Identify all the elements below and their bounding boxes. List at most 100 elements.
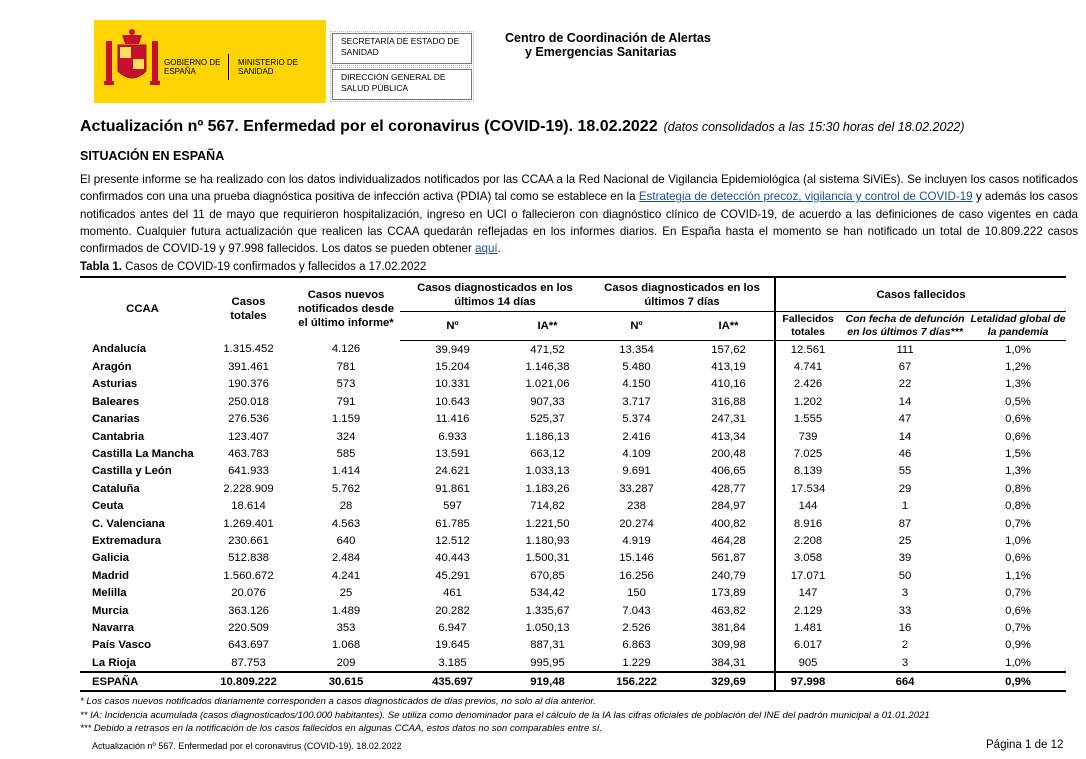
cell: 17.071	[774, 567, 841, 585]
table-body: Andalucía 1.315.452 4.126 39.949 471,52 13.35…	[80, 340, 1067, 693]
table-row: Baleares 250.018 791 10.643 907,33 3.717 316,8…	[80, 393, 1066, 411]
cell: 905	[774, 654, 841, 673]
cell: 353	[336, 621, 356, 634]
title: Actualización nº 567. Enfermedad por el …	[80, 118, 965, 136]
cell: 1.414	[331, 465, 361, 478]
cell: 123.407	[228, 430, 269, 443]
cell: 2.208	[774, 532, 841, 550]
cell: 5.480	[622, 361, 651, 374]
cell: 573	[336, 378, 356, 391]
cell: 1.221,50	[525, 517, 570, 530]
table-row: Canarias 276.536 1.159 11.416 525,37 5.374 247…	[80, 410, 1066, 428]
cell: 24.621	[435, 465, 470, 478]
cell: 1,0%	[1005, 534, 1031, 547]
cell: 381,84	[711, 621, 746, 634]
cell: 0,9%	[970, 671, 1067, 693]
cell: 33	[898, 604, 912, 617]
cell: 3.058	[774, 549, 841, 568]
cell: 39.949	[435, 343, 470, 356]
ministerio: MINISTERIO DE SANIDAD	[238, 58, 299, 76]
cell: 8.916	[774, 514, 841, 533]
cell: 1.186,13	[525, 430, 570, 443]
cell: 12.561	[774, 340, 841, 359]
cell: Cataluña	[92, 482, 140, 495]
cell: 61.785	[435, 517, 470, 530]
cell: 0,8%	[1005, 500, 1031, 513]
table-row: Aragón 391.461 781 15.204 1.146,38 5.480 413,1…	[80, 358, 1066, 376]
cell: 1.555	[774, 410, 841, 428]
cell: 1.183,26	[525, 482, 570, 495]
cell: 30.615	[292, 671, 400, 693]
cell: ESPAÑA	[80, 671, 205, 693]
cell: 384,31	[711, 656, 746, 669]
cell: 0,9%	[1005, 639, 1031, 652]
cell: 1.021,06	[525, 378, 570, 391]
cell: 316,88	[711, 395, 746, 408]
link[interactable]: aquí	[475, 242, 498, 256]
cell: 13.591	[435, 448, 470, 461]
subtitle: (datos consolidados a las 15:30 horas de…	[663, 120, 965, 134]
cell: 6.933	[438, 430, 467, 443]
cell: 18.614	[231, 500, 266, 513]
data-table: CCAA Casos totales Casos nuevos notifica…	[80, 276, 1067, 693]
table-caption: Tabla 1. Casos de COVID-19 confirmados y…	[80, 261, 426, 273]
cell: 739	[774, 427, 841, 446]
cell: 238	[627, 500, 646, 513]
cell: 887,31	[530, 639, 565, 652]
cell: Baleares	[92, 395, 140, 408]
cell: 5.374	[622, 413, 651, 426]
th-group: Casos diagnosticados en los últimos 7 dí…	[590, 276, 776, 312]
footnotes: * Los casos nuevos notificados diariamen…	[80, 695, 930, 736]
cell: Melilla	[92, 587, 127, 600]
center-line: y Emergencias Sanitarias	[525, 45, 677, 59]
th: IA**	[683, 311, 776, 341]
caption-text: Casos de COVID-19 confirmados y fallecid…	[121, 261, 427, 273]
cell: 3.717	[622, 395, 651, 408]
cell: 410,16	[711, 378, 746, 391]
cell: 1.202	[774, 393, 841, 411]
table-row: Extremadura 230.661 640 12.512 1.180,93 4.919…	[80, 532, 1066, 550]
cell: 4.126	[331, 343, 361, 356]
th: Con fecha de defunción en los últimos 7 …	[840, 311, 971, 341]
table-row: La Rioja 87.753 209 3.185 995,95 1.229 384,31 9…	[80, 654, 1066, 673]
cell: 1.146,38	[525, 361, 570, 374]
footer-left: Actualización nº 567. Enfermedad por el …	[92, 741, 402, 751]
link[interactable]: Estrategia de detección precoz, vigilanc…	[638, 190, 973, 204]
cell: 97.998	[774, 671, 841, 693]
cell: 156.222	[590, 671, 684, 693]
table-row: Murcia 363.126 1.489 20.282 1.335,67 7.043 463…	[80, 601, 1066, 620]
text: y además los casos notificados antes del…	[80, 190, 1078, 256]
cell: Extremadura	[92, 534, 162, 547]
gobierno: GOBIERNO DE ESPAÑA	[164, 58, 221, 76]
cell: 12.512	[435, 534, 470, 547]
cell: 173,89	[711, 587, 746, 600]
cell: 0,6%	[1005, 430, 1031, 443]
cell: 995,95	[530, 656, 565, 669]
cell: 643.697	[228, 639, 269, 652]
cell: 28	[339, 500, 353, 513]
cell: 247,31	[711, 413, 746, 426]
cell: 15.146	[619, 552, 654, 565]
footnote: *** Debido a retrasos en la notificación…	[80, 723, 603, 734]
cell: Ceuta	[92, 500, 124, 513]
cell: 10.643	[435, 395, 470, 408]
cell: 1.033,13	[525, 465, 570, 478]
cell: 39	[898, 552, 912, 565]
text: El presente informe se ha realizado con …	[80, 173, 1078, 204]
box-secretaria: SECRETARÍA DE ESTADO DE SANIDAD	[330, 31, 474, 66]
cell: 0,5%	[1005, 395, 1031, 408]
cell: 13.354	[619, 343, 654, 356]
table-row: Cantabria 123.407 324 6.933 1.186,13 2.416 413…	[80, 427, 1066, 446]
logo: GOBIERNO DE ESPAÑA MINISTERIO DE SANIDAD	[94, 20, 326, 103]
cell: 240,79	[711, 569, 746, 582]
cell: 670,85	[530, 569, 565, 582]
table-row: ESPAÑA 10.809.222 30.615 435.697 919,48 156.2…	[80, 671, 1067, 693]
cell: 1.560.672	[223, 569, 274, 582]
cell: 663,12	[530, 448, 565, 461]
footnote: ** IA: Incidencia acumulada (casos diagn…	[80, 709, 930, 721]
cell: 2	[901, 639, 909, 652]
table-row: Navarra 220.509 353 6.947 1.050,13 2.526 381,8…	[80, 619, 1066, 637]
cell: 6.863	[622, 639, 651, 652]
th-group: Casos diagnosticados en los últimos 14 d…	[400, 276, 591, 312]
cell: 471,52	[530, 343, 565, 356]
